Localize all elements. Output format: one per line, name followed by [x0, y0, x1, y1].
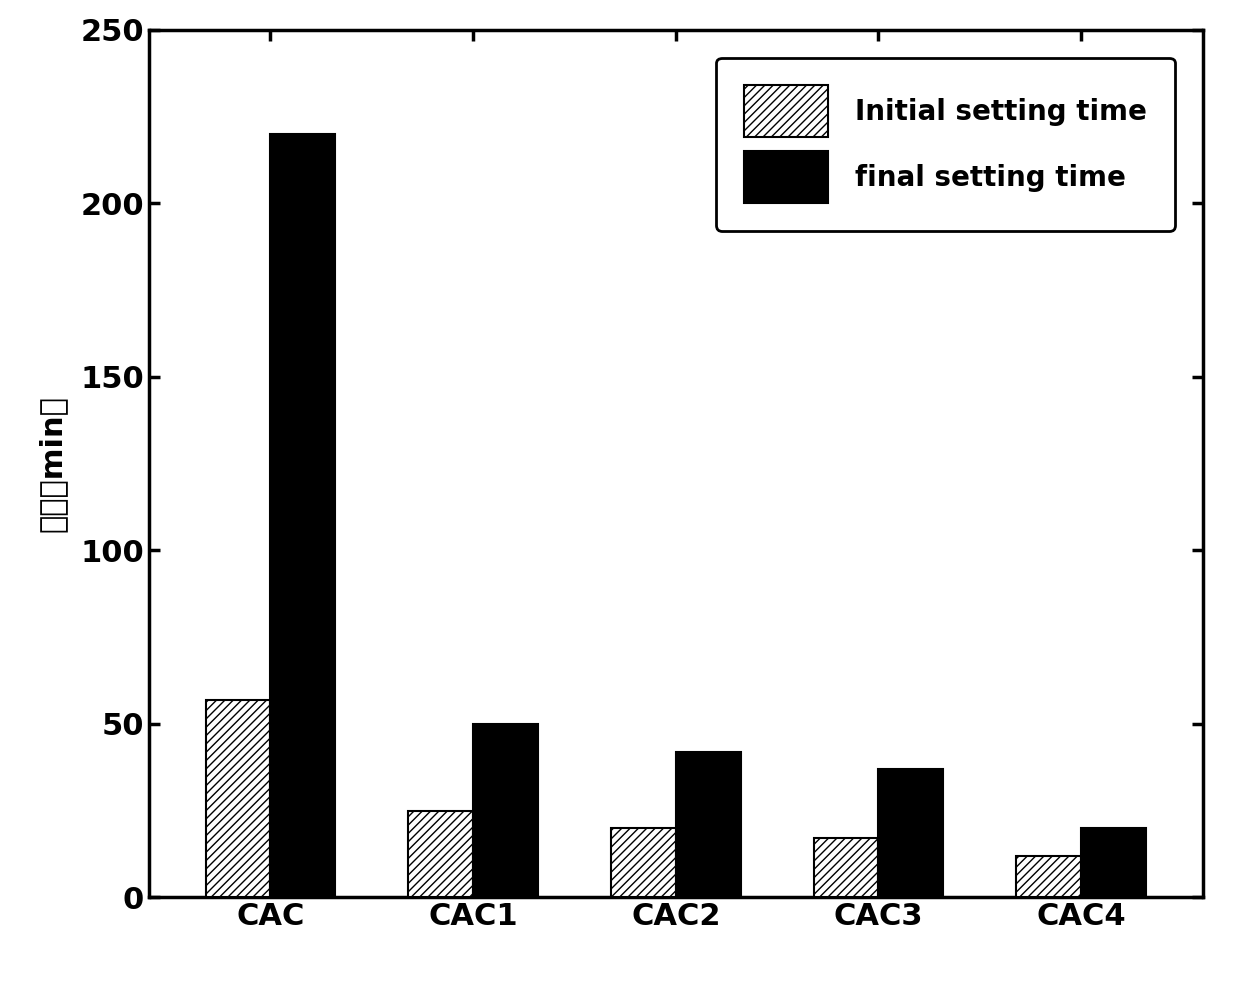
Bar [611, 828, 676, 897]
Y-axis label: 时间（min）: 时间（min） [37, 395, 66, 532]
Bar [1017, 855, 1081, 897]
Bar [408, 811, 474, 897]
Bar [878, 769, 944, 897]
Bar [813, 838, 878, 897]
Bar [206, 700, 270, 897]
Bar [676, 752, 740, 897]
Bar [1081, 828, 1146, 897]
Bar [270, 134, 335, 897]
Bar [474, 724, 538, 897]
Legend: Initial setting time, final setting time: Initial setting time, final setting time [717, 58, 1176, 231]
